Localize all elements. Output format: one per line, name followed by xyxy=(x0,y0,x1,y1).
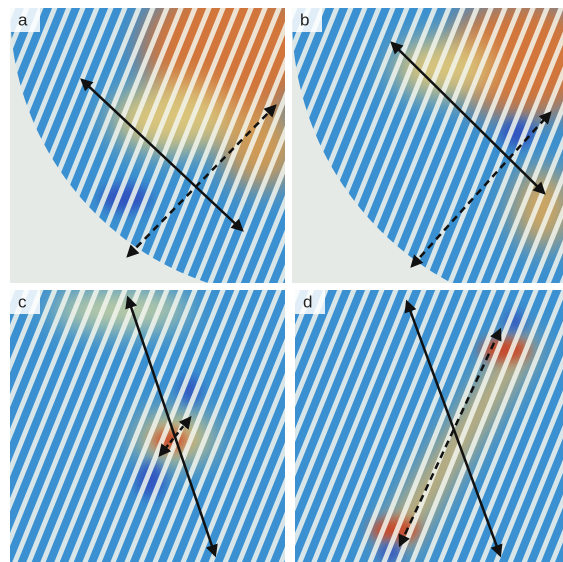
panel-label: d xyxy=(303,292,312,311)
panel-c xyxy=(10,290,285,562)
panel-label: c xyxy=(18,292,27,311)
panel-b xyxy=(292,0,563,318)
page: {"panels": [{"label": "a"}, {"label": "b… xyxy=(0,0,563,562)
figure: a b c xyxy=(0,0,563,562)
panel-label: b xyxy=(300,10,309,29)
panel-d xyxy=(295,290,563,562)
panel-label: a xyxy=(18,10,28,29)
